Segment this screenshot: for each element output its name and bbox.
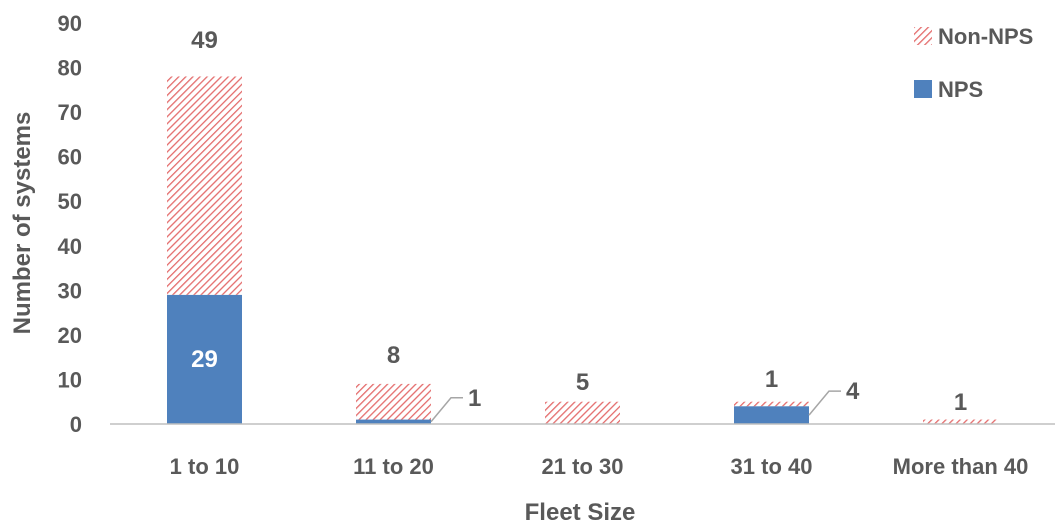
y-tick-label: 80 xyxy=(58,56,82,81)
y-tick-label: 30 xyxy=(58,278,82,303)
data-label-nps: 1 xyxy=(468,385,481,412)
data-label-non-nps: 49 xyxy=(191,27,218,54)
data-label-nps: 29 xyxy=(191,346,218,373)
x-tick-label: 1 to 10 xyxy=(170,454,240,479)
bar-nps xyxy=(734,406,809,424)
x-axis-title: Fleet Size xyxy=(525,499,636,525)
data-label-non-nps: 1 xyxy=(765,366,778,393)
bar-non-nps xyxy=(734,401,809,407)
legend-swatch xyxy=(914,27,932,45)
bar-nps xyxy=(167,294,242,424)
y-tick-label: 10 xyxy=(58,367,82,392)
leader-line xyxy=(808,390,841,416)
bar-non-nps xyxy=(167,76,242,295)
x-tick-label: 21 to 30 xyxy=(542,454,624,479)
data-label-non-nps: 1 xyxy=(954,389,967,416)
y-tick-label: 40 xyxy=(58,234,82,259)
y-tick-label: 50 xyxy=(58,189,82,214)
legend: Non-NPS NPS xyxy=(914,24,1033,102)
x-axis: 1 to 10 11 to 20 21 to 30 31 to 40 More than… xyxy=(110,423,1055,479)
y-axis-title: Number of systems xyxy=(9,112,36,335)
bar-non-nps xyxy=(545,401,620,424)
x-tick-label: More than 40 xyxy=(893,454,1029,479)
y-axis-tick-labels: 0 10 20 30 40 50 60 70 80 90 xyxy=(58,11,82,437)
bars-group xyxy=(167,76,998,424)
y-tick-label: 90 xyxy=(58,11,82,36)
legend-label: Non-NPS xyxy=(938,24,1033,49)
y-tick-label: 60 xyxy=(58,145,82,170)
bar-non-nps xyxy=(923,419,998,424)
bar-nps xyxy=(356,419,431,424)
data-label-nps: 4 xyxy=(846,378,860,405)
legend-label: NPS xyxy=(938,77,983,102)
legend-swatch xyxy=(914,80,932,98)
y-tick-label: 70 xyxy=(58,100,82,125)
data-labels-group: 49 8 5 1 1 29 1 4 xyxy=(191,27,967,423)
bar-non-nps xyxy=(356,383,431,420)
data-label-non-nps: 8 xyxy=(387,342,400,369)
y-tick-label: 0 xyxy=(70,412,82,437)
x-tick-label: 11 to 20 xyxy=(353,454,434,479)
x-tick-label: 31 to 40 xyxy=(731,454,813,479)
data-label-non-nps: 5 xyxy=(576,369,589,396)
leader-line xyxy=(430,397,463,423)
y-tick-label: 20 xyxy=(58,323,82,348)
